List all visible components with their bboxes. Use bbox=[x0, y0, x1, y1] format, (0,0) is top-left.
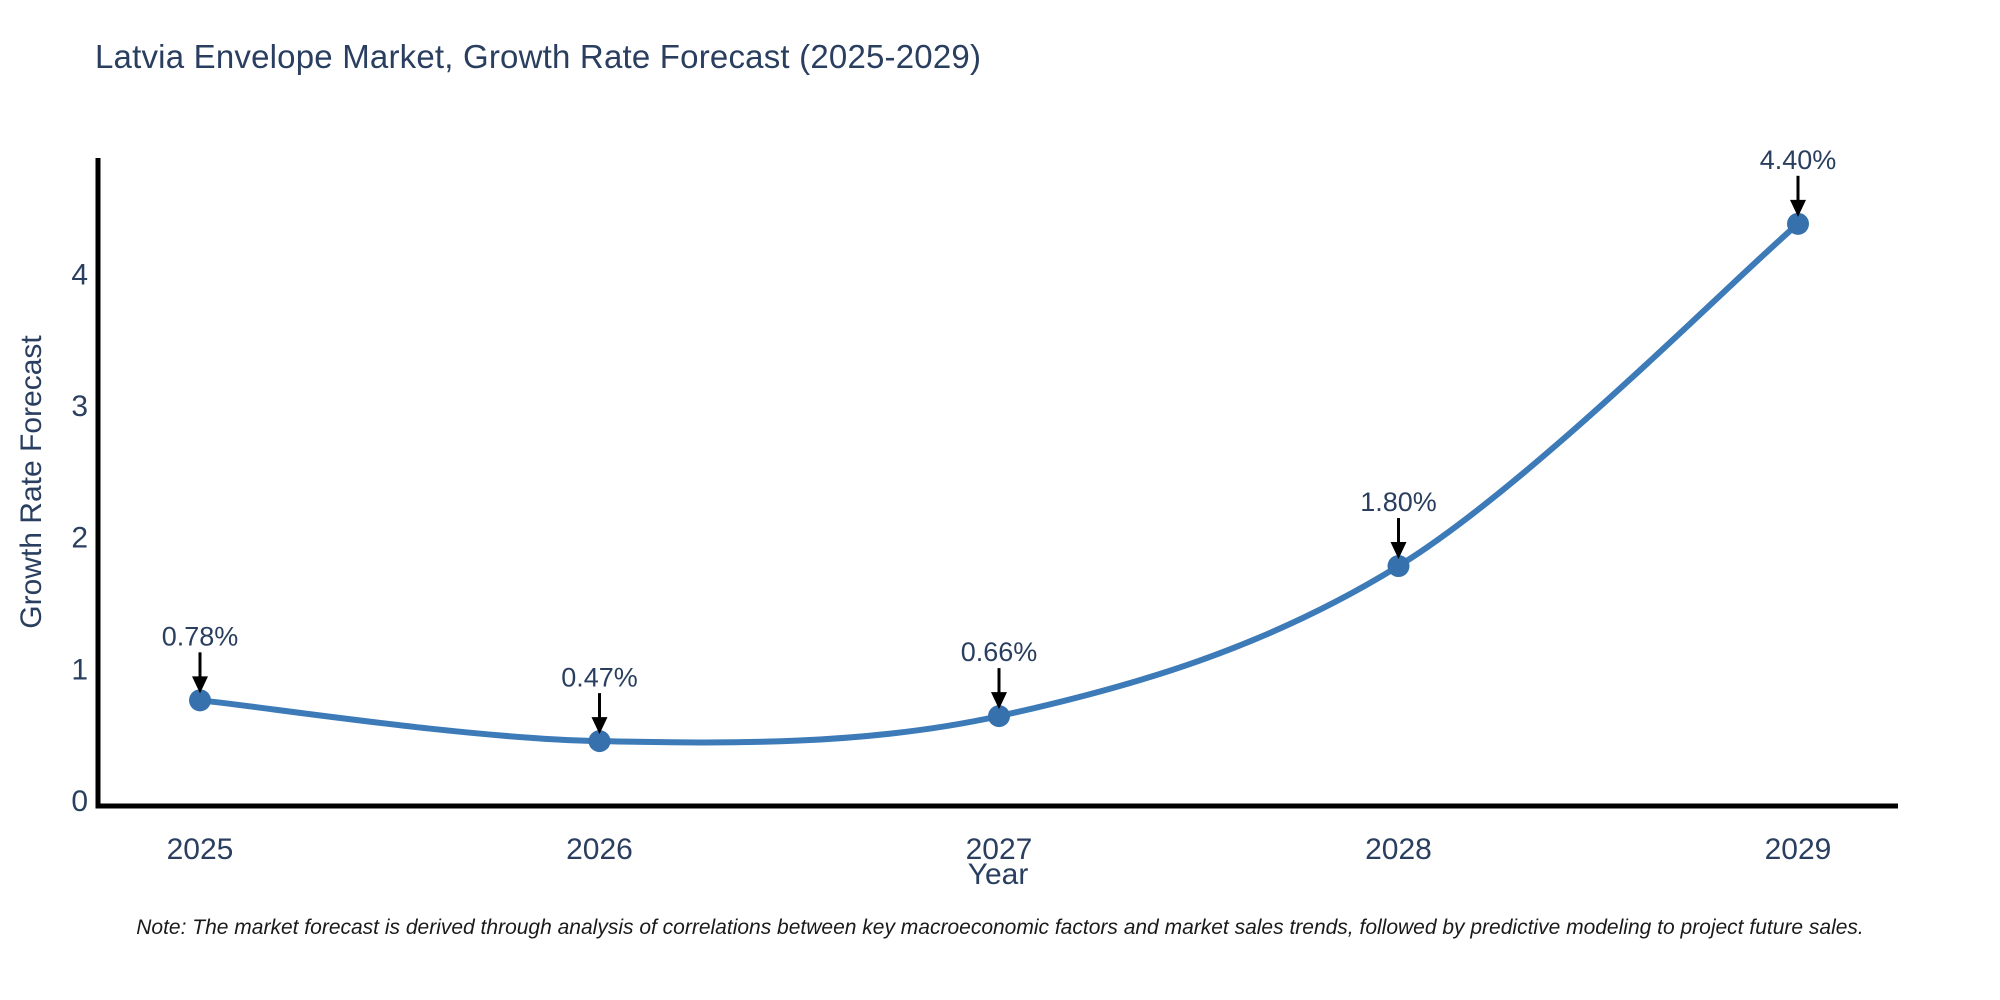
point-annotation: 0.47% bbox=[561, 662, 638, 692]
chart-footnote: Note: The market forecast is derived thr… bbox=[136, 916, 1864, 939]
point-annotation: 0.66% bbox=[961, 637, 1038, 667]
y-tick-label: 4 bbox=[71, 258, 88, 291]
annotation-arrowhead bbox=[1390, 542, 1407, 560]
point-annotation: 4.40% bbox=[1760, 145, 1837, 175]
annotation-arrowhead bbox=[991, 692, 1007, 710]
data-point bbox=[1787, 212, 1809, 235]
data-point bbox=[189, 689, 211, 712]
point-annotation: 1.80% bbox=[1360, 487, 1437, 517]
y-tick-label: 1 bbox=[71, 653, 88, 686]
chart-title: Latvia Envelope Market, Growth Rate Fore… bbox=[95, 38, 982, 75]
x-tick-label: 2028 bbox=[1365, 833, 1432, 866]
point-annotation: 0.78% bbox=[162, 621, 239, 651]
x-tick-label: 2025 bbox=[167, 833, 234, 866]
annotation-arrowhead bbox=[591, 717, 608, 735]
annotation-arrowhead bbox=[192, 676, 208, 694]
y-tick-label: 2 bbox=[71, 522, 88, 555]
x-tick-label: 2029 bbox=[1765, 833, 1832, 866]
y-axis-title: Growth Rate Forecast bbox=[15, 335, 48, 629]
data-point bbox=[988, 705, 1010, 728]
y-tick-label: 3 bbox=[71, 390, 88, 423]
x-tick-label: 2026 bbox=[566, 833, 633, 866]
annotation-arrowhead bbox=[1790, 199, 1806, 217]
y-tick-label: 0 bbox=[71, 785, 88, 818]
data-point bbox=[588, 730, 611, 753]
x-axis-title: Year bbox=[968, 858, 1029, 891]
data-point bbox=[1387, 555, 1410, 578]
x-tick-label: 2027 bbox=[966, 833, 1033, 866]
